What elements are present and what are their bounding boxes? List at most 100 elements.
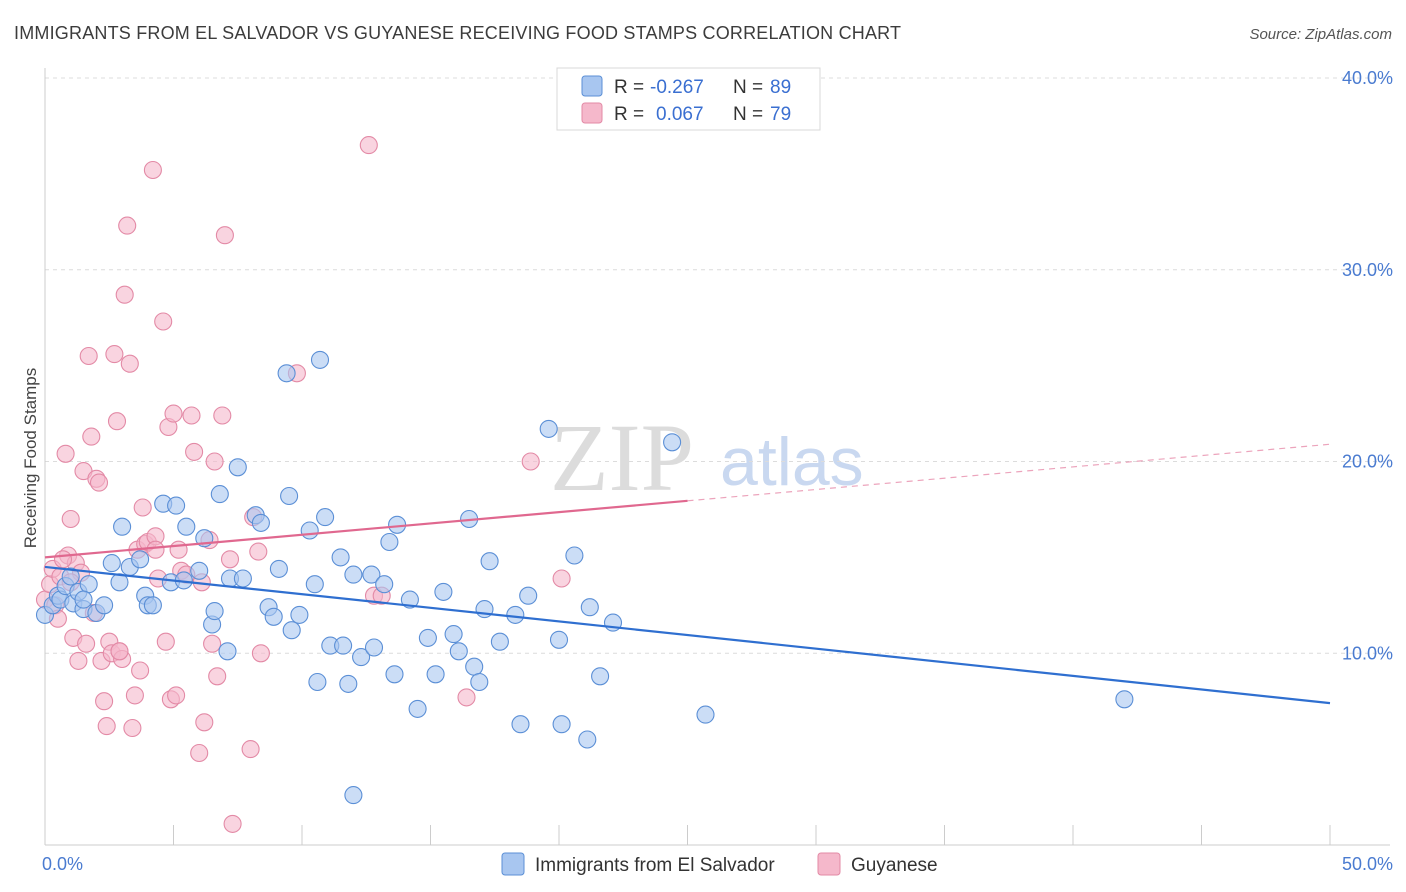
point-el-salvador xyxy=(305,575,324,594)
y-tick-label: 40.0% xyxy=(1342,68,1393,88)
point-el-salvador xyxy=(233,569,252,588)
point-guyanese xyxy=(120,354,139,373)
point-guyanese xyxy=(208,667,227,686)
point-guyanese xyxy=(182,406,201,425)
point-guyanese xyxy=(169,540,188,559)
point-el-salvador xyxy=(380,532,399,552)
point-el-salvador xyxy=(539,419,558,438)
point-el-salvador xyxy=(167,496,186,515)
point-guyanese xyxy=(251,644,270,663)
point-el-salvador xyxy=(339,674,358,693)
point-guyanese xyxy=(82,427,101,446)
legend-n-value-1: 89 xyxy=(770,77,791,98)
point-guyanese xyxy=(185,442,204,461)
point-el-salvador xyxy=(344,786,363,805)
point-el-salvador xyxy=(506,605,525,624)
point-guyanese xyxy=(61,509,80,529)
point-el-salvador xyxy=(591,667,610,686)
point-el-salvador xyxy=(205,602,224,621)
point-el-salvador xyxy=(251,513,270,532)
point-guyanese xyxy=(143,160,162,180)
point-guyanese xyxy=(164,404,183,423)
point-guyanese xyxy=(457,688,476,707)
legend-swatch-pink xyxy=(581,102,603,124)
point-guyanese xyxy=(213,406,232,425)
point-el-salvador xyxy=(74,590,93,609)
point-guyanese xyxy=(359,136,378,155)
point-guyanese xyxy=(105,345,124,364)
point-guyanese xyxy=(241,740,260,759)
point-el-salvador xyxy=(308,672,327,692)
point-guyanese xyxy=(195,713,214,732)
point-guyanese xyxy=(77,634,96,653)
x-tick-label-max: 50.0% xyxy=(1342,854,1393,874)
watermark-zip: ZIP xyxy=(550,404,694,511)
point-guyanese xyxy=(156,632,175,651)
point-el-salvador xyxy=(408,699,427,718)
point-el-salvador xyxy=(269,559,288,578)
point-guyanese xyxy=(220,550,240,569)
point-el-salvador xyxy=(102,554,121,573)
point-guyanese xyxy=(146,540,165,559)
point-el-salvador xyxy=(177,517,196,536)
point-el-salvador xyxy=(210,485,229,504)
axes xyxy=(44,68,1390,846)
point-el-salvador xyxy=(434,582,453,601)
point-guyanese xyxy=(79,346,98,366)
point-el-salvador xyxy=(310,350,330,369)
point-guyanese xyxy=(53,550,73,569)
legend-r-value-2: 0.067 xyxy=(656,104,704,125)
point-el-salvador xyxy=(277,364,296,383)
point-el-salvador xyxy=(511,715,530,734)
point-el-salvador xyxy=(316,508,335,527)
point-el-salvador xyxy=(426,665,445,684)
y-tick-label: 10.0% xyxy=(1342,643,1393,663)
point-guyanese xyxy=(107,412,127,431)
point-el-salvador xyxy=(549,630,569,649)
point-el-salvador xyxy=(696,705,715,724)
point-el-salvador xyxy=(385,665,404,684)
trend-line-guyanese-extension xyxy=(687,443,1331,502)
point-el-salvador xyxy=(280,486,299,506)
point-el-salvador xyxy=(449,642,468,661)
point-guyanese xyxy=(203,634,222,653)
point-guyanese xyxy=(115,285,134,304)
point-el-salvador xyxy=(79,575,98,594)
point-guyanese xyxy=(118,216,137,235)
point-el-salvador xyxy=(519,586,538,605)
point-el-salvador xyxy=(490,632,509,651)
trend-line-guyanese xyxy=(44,499,688,559)
point-el-salvador xyxy=(95,596,114,615)
point-el-salvador xyxy=(282,621,301,640)
point-el-salvador xyxy=(334,636,353,655)
legend-bottom-label-pink: Guyanese xyxy=(851,855,938,876)
legend-r-value-1: -0.267 xyxy=(650,77,704,98)
point-el-salvador xyxy=(565,546,584,565)
point-el-salvador xyxy=(578,730,597,749)
point-el-salvador xyxy=(113,517,132,536)
trend-lines xyxy=(44,443,1331,705)
point-guyanese xyxy=(154,312,173,331)
y-axis-label: Receiving Food Stamps xyxy=(21,368,40,548)
point-guyanese xyxy=(249,542,268,561)
chart-title: IMMIGRANTS FROM EL SALVADOR VS GUYANESE … xyxy=(14,23,901,43)
point-el-salvador xyxy=(1115,690,1134,709)
legend-n-label-1: N = xyxy=(733,77,763,98)
legend-bottom-label-blue: Immigrants from El Salvador xyxy=(535,855,775,876)
y-tick-label: 30.0% xyxy=(1342,260,1393,280)
legend-r-label-1: R = xyxy=(614,77,644,98)
point-el-salvador xyxy=(352,648,371,667)
chart-source: Source: ZipAtlas.com xyxy=(1249,26,1392,43)
point-guyanese xyxy=(133,498,152,517)
point-el-salvador xyxy=(480,552,499,571)
point-el-salvador xyxy=(218,642,237,661)
point-guyanese xyxy=(521,452,540,471)
point-guyanese xyxy=(97,717,116,736)
point-el-salvador xyxy=(418,628,437,647)
point-el-salvador xyxy=(465,657,484,676)
point-el-salvador xyxy=(375,575,394,594)
legend-bottom-swatch-pink xyxy=(817,852,841,876)
point-el-salvador xyxy=(364,638,384,657)
point-el-salvador xyxy=(61,567,80,586)
